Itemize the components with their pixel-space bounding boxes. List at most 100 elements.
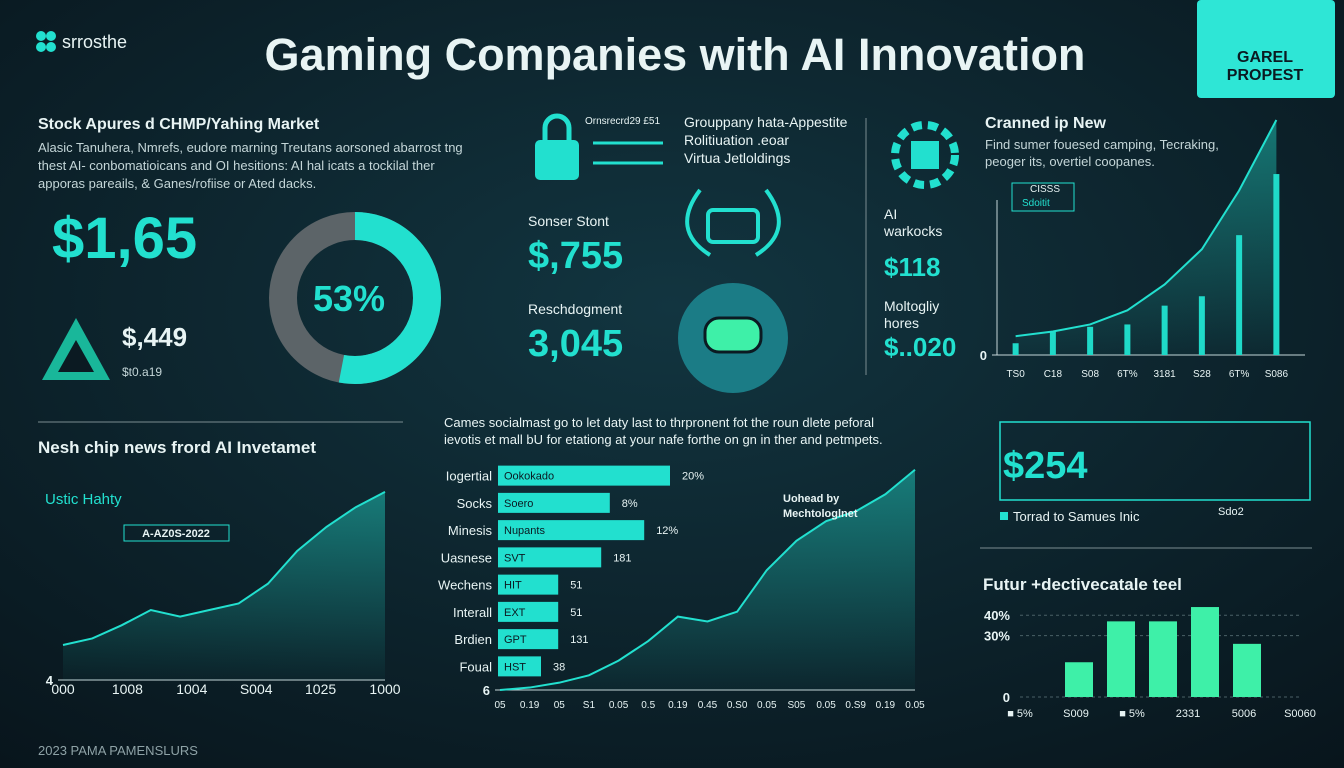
ai-line: Moltogliy	[884, 298, 939, 314]
text-line: Rolitiuation .eoar	[684, 132, 789, 148]
x-tick-label: S0060	[1284, 708, 1316, 720]
annotation-box	[123, 524, 230, 542]
line	[62, 490, 386, 646]
category-label: Uasnese	[441, 550, 492, 565]
bar-label: GPT	[504, 634, 527, 646]
y-tick-label: 40%	[984, 608, 1010, 623]
x-tick-label: 0.05	[609, 700, 629, 711]
badge	[1197, 0, 1335, 98]
x-tick-label: 0.S9	[845, 700, 866, 711]
heading: Futur +dectivecatale teel	[983, 575, 1182, 594]
text-line: Virtua Jetloldings	[684, 150, 790, 166]
x-tick-label: 000	[51, 681, 75, 697]
heading: Cranned ip New	[985, 115, 1106, 132]
annotation: Mechtologlnet	[783, 508, 858, 520]
bar-label: Soero	[504, 498, 533, 510]
logo-icon	[36, 31, 56, 52]
x-tick-label: 0.05	[905, 700, 925, 711]
heading: Stock Apures d CHMP/Yahing Market	[38, 116, 320, 133]
x-tick-label: 05	[554, 700, 566, 711]
x-tick-label: TS0	[1006, 369, 1025, 380]
bar-label: Ookokado	[504, 471, 554, 483]
x-tick-label: S05	[788, 700, 806, 711]
ai-line: AI	[884, 206, 897, 222]
heading: Nesh chip news frord AI Invetamet	[38, 438, 316, 457]
value-note: 20%	[682, 471, 704, 483]
value-note: 181	[613, 552, 631, 564]
value-note: 12%	[656, 525, 678, 537]
bar	[1191, 607, 1219, 697]
highlight-side: Sdo2	[1218, 506, 1244, 518]
ai-line: warkocks	[883, 223, 942, 239]
x-tick-label: S1	[583, 700, 596, 711]
chart-subtitle: Ustic Hahty	[45, 491, 122, 508]
bar	[498, 574, 559, 595]
x-tick-label: C18	[1044, 369, 1063, 380]
x-tick-label: S08	[1081, 369, 1099, 380]
donut-arc	[269, 212, 441, 384]
y-tick-label: 4	[46, 673, 54, 688]
x-tick-label: 0.45	[698, 700, 718, 711]
highlight-box	[999, 421, 1311, 501]
metric-label: Reschdogment	[528, 301, 622, 317]
bar	[498, 656, 541, 677]
caption-line: ievotis et mall bU for etationg at your …	[444, 432, 883, 447]
body-line: Find sumer fouesed camping, Tecraking,	[985, 137, 1219, 152]
second-value: $,449	[122, 322, 187, 352]
x-tick-label: 0.19	[520, 700, 540, 711]
bar	[1065, 662, 1093, 697]
bar	[498, 629, 559, 650]
area-fill	[1015, 120, 1277, 355]
line	[499, 469, 916, 691]
logo-text: srrosthe	[62, 32, 127, 52]
bar-label: HIT	[504, 580, 522, 592]
value-note: 38	[553, 661, 565, 673]
x-tick-label: S28	[1193, 369, 1211, 380]
caption-line: Cames socialmast go to let daty last to …	[444, 415, 874, 430]
category-label: Wechens	[438, 578, 492, 593]
laurel-icon	[685, 188, 781, 257]
body-line: thest AI- conbomatioicans and OI hesitio…	[38, 158, 435, 173]
bar-label: Nupants	[504, 525, 545, 537]
big-value: $1,65	[52, 206, 197, 271]
bar	[498, 465, 670, 486]
bar	[498, 492, 610, 513]
area-fill	[500, 469, 915, 690]
badge-line: GAREL	[1237, 49, 1293, 66]
x-tick-label: 0.05	[816, 700, 836, 711]
triangle-icon-inner	[58, 340, 94, 372]
legend-label: Sdoitit	[1022, 198, 1050, 209]
bar	[1107, 621, 1135, 697]
x-tick-label: 0.S0	[727, 700, 748, 711]
annotation: A-AZ0S-2022	[142, 528, 210, 540]
title: Gaming Companies with AI Innovation	[265, 29, 1086, 80]
bar	[498, 520, 645, 541]
category-label: Foual	[459, 659, 492, 674]
ai-value: $..020	[884, 332, 956, 362]
line	[1015, 119, 1278, 338]
ai-line: hores	[884, 315, 919, 331]
x-tick-label: 0.05	[757, 700, 777, 711]
gamepad-icon	[703, 316, 763, 354]
x-tick-label: ■ 5%	[1119, 708, 1145, 720]
x-tick-label: 3181	[1154, 369, 1177, 380]
bar-label: EXT	[504, 607, 526, 619]
bar	[1149, 621, 1177, 697]
lock-icon	[535, 113, 579, 180]
metric-value: 3,045	[528, 323, 623, 365]
y-tick-label: 0	[980, 348, 987, 363]
annotation: Uohead by	[783, 493, 840, 505]
x-tick-label: S004	[240, 681, 273, 697]
x-tick-label: S009	[1063, 708, 1089, 720]
legend-box	[1011, 182, 1075, 212]
x-tick-label: 6T%	[1229, 369, 1250, 380]
category-label: Brdien	[454, 632, 492, 647]
value-note: 51	[570, 580, 582, 592]
donut-label: 53%	[313, 278, 385, 319]
legend-swatch	[1000, 512, 1008, 520]
x-tick-label: 0.19	[876, 700, 896, 711]
y-tick-label: 0	[1003, 690, 1010, 705]
x-tick-label: 2331	[1176, 708, 1200, 720]
legend-label: CISSS	[1030, 184, 1060, 195]
